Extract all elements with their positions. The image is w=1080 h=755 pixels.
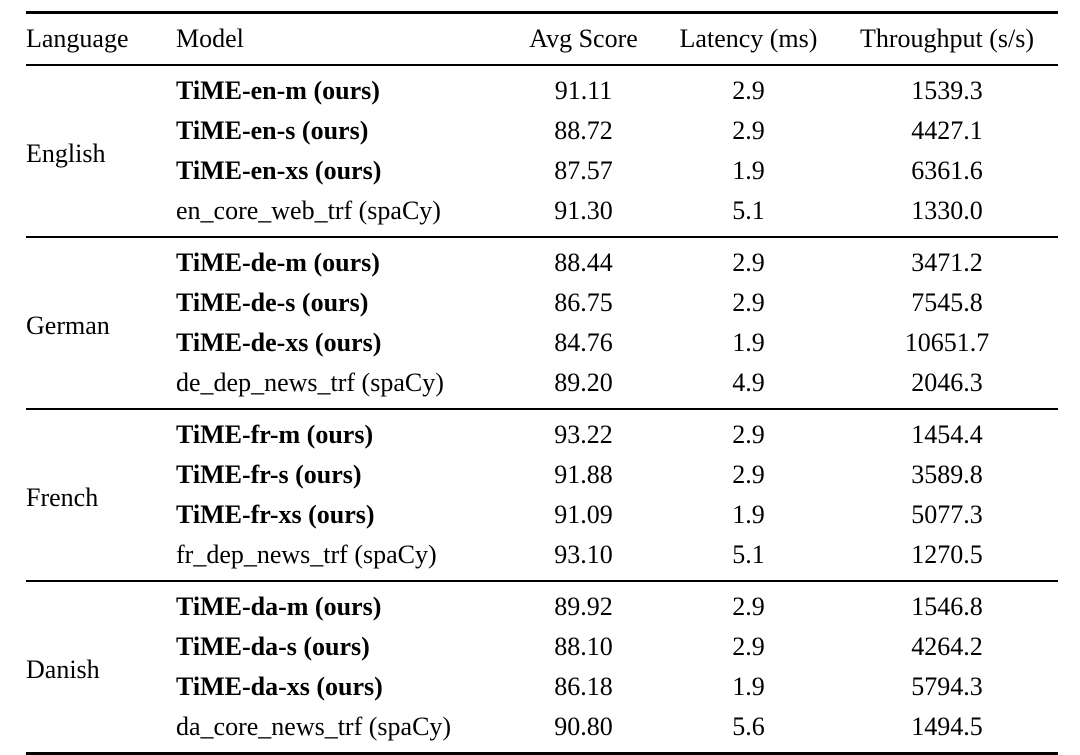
throughput-cell: 3589.8 (911, 460, 983, 489)
table-row: Danish TiME-da-m (ours) 89.92 2.9 1546.8 (26, 581, 1058, 682)
avg-score-cell: 90.80 (554, 712, 613, 741)
column-header-model: Model (176, 24, 244, 53)
avg-score-cell: 88.10 (554, 632, 613, 661)
column-header-latency: Latency (ms) (679, 24, 818, 53)
model-cell: TiME-de-m (ours) (176, 248, 380, 277)
language-cell: English (26, 138, 106, 168)
avg-score-cell: 93.22 (554, 420, 613, 449)
model-cell: TiME-fr-s (ours) (176, 460, 362, 489)
throughput-cell: 1546.8 (911, 592, 983, 621)
latency-cell: 2.9 (732, 420, 765, 449)
table-row: TiME-en-s (ours) 88.72 2.9 4427.1 (26, 111, 1058, 151)
throughput-cell: 2046.3 (911, 368, 983, 397)
benchmark-table-container: Language Model Avg Score Latency (ms) Th… (26, 11, 1058, 755)
avg-score-cell: 86.18 (554, 672, 613, 701)
latency-cell: 4.9 (732, 368, 765, 397)
table-row: French TiME-fr-m (ours) 93.22 2.9 1454.4 (26, 409, 1058, 511)
latency-cell: 2.9 (732, 288, 765, 317)
throughput-cell: 1539.3 (911, 76, 983, 105)
throughput-cell: 3471.2 (911, 248, 983, 277)
model-cell: fr_dep_news_trf (spaCy) (176, 540, 437, 569)
model-cell: TiME-de-xs (ours) (176, 328, 382, 357)
avg-score-cell: 88.44 (554, 248, 613, 277)
throughput-cell: 4264.2 (911, 632, 983, 661)
table-row: fr_dep_news_trf (spaCy) 93.10 5.1 1270.5 (26, 535, 1058, 581)
model-cell: TiME-en-m (ours) (176, 76, 380, 105)
language-group-english: English TiME-en-m (ours) 91.11 2.9 1539.… (26, 65, 1058, 237)
language-group-french: French TiME-fr-m (ours) 93.22 2.9 1454.4… (26, 409, 1058, 581)
throughput-cell: 6361.6 (911, 156, 983, 185)
column-header-avg-score: Avg Score (529, 24, 638, 53)
throughput-cell: 7545.8 (911, 288, 983, 317)
latency-cell: 1.9 (732, 500, 765, 529)
throughput-cell: 1454.4 (911, 420, 983, 449)
table-header: Language Model Avg Score Latency (ms) Th… (26, 13, 1058, 66)
table-row: TiME-fr-xs (ours) 91.09 1.9 5077.3 (26, 495, 1058, 535)
model-cell: de_dep_news_trf (spaCy) (176, 368, 444, 397)
avg-score-cell: 93.10 (554, 540, 613, 569)
avg-score-cell: 88.72 (554, 116, 613, 145)
throughput-cell: 5077.3 (911, 500, 983, 529)
language-cell: German (26, 310, 110, 340)
table-row: TiME-da-s (ours) 88.10 2.9 4264.2 (26, 627, 1058, 667)
avg-score-cell: 91.09 (554, 500, 613, 529)
latency-cell: 2.9 (732, 76, 765, 105)
model-cell: TiME-en-s (ours) (176, 116, 369, 145)
column-header-throughput: Throughput (s/s) (859, 24, 1035, 53)
table-row: TiME-de-s (ours) 86.75 2.9 7545.8 (26, 283, 1058, 323)
language-group-german: German TiME-de-m (ours) 88.44 2.9 3471.2… (26, 237, 1058, 409)
avg-score-cell: 89.20 (554, 368, 613, 397)
column-header-language: Language (26, 24, 129, 53)
avg-score-cell: 91.30 (554, 196, 613, 225)
table-row: da_core_news_trf (spaCy) 90.80 5.6 1494.… (26, 707, 1058, 754)
latency-cell: 2.9 (732, 632, 765, 661)
table-row: English TiME-en-m (ours) 91.11 2.9 1539.… (26, 65, 1058, 167)
latency-cell: 2.9 (732, 592, 765, 621)
table-row: TiME-fr-s (ours) 91.88 2.9 3589.8 (26, 455, 1058, 495)
header-row: Language Model Avg Score Latency (ms) Th… (26, 13, 1058, 66)
throughput-cell: 1494.5 (911, 712, 983, 741)
model-cell: TiME-fr-xs (ours) (176, 500, 375, 529)
model-cell: TiME-da-s (ours) (176, 632, 370, 661)
table-row: TiME-de-xs (ours) 84.76 1.9 10651.7 (26, 323, 1058, 363)
model-cell: TiME-en-xs (ours) (176, 156, 382, 185)
avg-score-cell: 91.11 (554, 76, 613, 105)
language-cell: Danish (26, 654, 100, 684)
model-cell: TiME-fr-m (ours) (176, 420, 374, 449)
latency-cell: 2.9 (732, 460, 765, 489)
table-row: TiME-en-xs (ours) 87.57 1.9 6361.6 (26, 151, 1058, 191)
latency-cell: 2.9 (732, 248, 765, 277)
latency-cell: 1.9 (732, 672, 765, 701)
throughput-cell: 10651.7 (904, 328, 990, 357)
avg-score-cell: 89.92 (554, 592, 613, 621)
model-cell: TiME-da-xs (ours) (176, 672, 383, 701)
model-cell: da_core_news_trf (spaCy) (176, 712, 452, 741)
avg-score-cell: 84.76 (554, 328, 613, 357)
model-cell: TiME-da-m (ours) (176, 592, 382, 621)
table-row: de_dep_news_trf (spaCy) 89.20 4.9 2046.3 (26, 363, 1058, 409)
language-cell: French (26, 482, 99, 512)
avg-score-cell: 91.88 (554, 460, 613, 489)
avg-score-cell: 86.75 (554, 288, 613, 317)
latency-cell: 1.9 (732, 328, 765, 357)
table-row: TiME-da-xs (ours) 86.18 1.9 5794.3 (26, 667, 1058, 707)
table-row: German TiME-de-m (ours) 88.44 2.9 3471.2 (26, 237, 1058, 339)
throughput-cell: 4427.1 (911, 116, 983, 145)
avg-score-cell: 87.57 (554, 156, 613, 185)
latency-cell: 5.1 (732, 540, 765, 569)
model-cell: en_core_web_trf (spaCy) (176, 196, 441, 225)
latency-cell: 5.6 (732, 712, 765, 741)
latency-cell: 5.1 (732, 196, 765, 225)
throughput-cell: 1270.5 (911, 540, 983, 569)
latency-cell: 1.9 (732, 156, 765, 185)
language-group-danish: Danish TiME-da-m (ours) 89.92 2.9 1546.8… (26, 581, 1058, 754)
throughput-cell: 5794.3 (911, 672, 983, 701)
latency-cell: 2.9 (732, 116, 765, 145)
throughput-cell: 1330.0 (911, 196, 983, 225)
benchmark-table: Language Model Avg Score Latency (ms) Th… (26, 11, 1058, 755)
table-row: en_core_web_trf (spaCy) 91.30 5.1 1330.0 (26, 191, 1058, 237)
model-cell: TiME-de-s (ours) (176, 288, 369, 317)
